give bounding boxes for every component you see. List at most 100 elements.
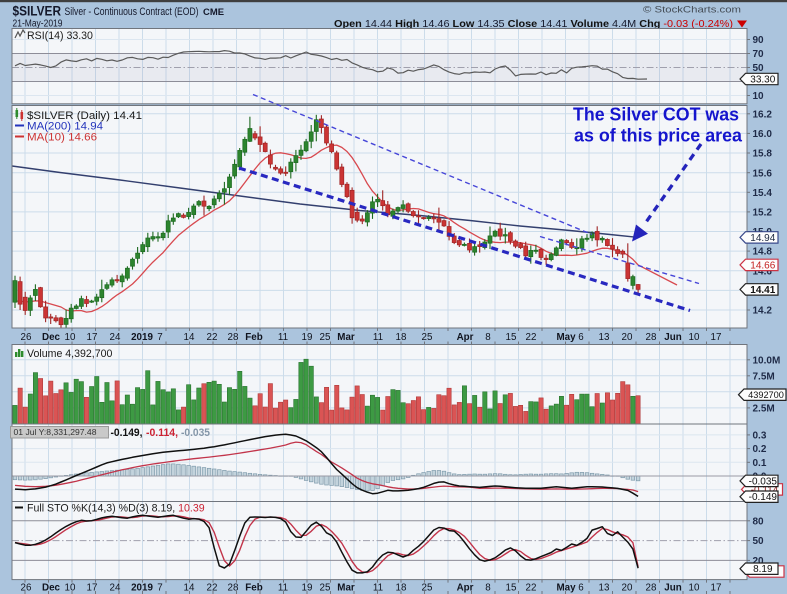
svg-text:Full STO %K(14,3) %D(3) 8.19,: Full STO %K(14,3) %D(3) 8.19, 10.39	[27, 503, 205, 515]
svg-text:as of this price area: as of this price area	[574, 126, 743, 146]
svg-text:-0.149,: -0.149,	[111, 427, 143, 439]
svg-text:25: 25	[422, 332, 433, 343]
svg-text:70: 70	[753, 49, 765, 60]
svg-text:50: 50	[753, 63, 765, 74]
svg-text:-0.149: -0.149	[749, 492, 778, 503]
svg-text:90: 90	[753, 35, 765, 46]
svg-text:Volume 4,392,700: Volume 4,392,700	[27, 348, 113, 360]
svg-text:01 Jul Y:8,331,297.48: 01 Jul Y:8,331,297.48	[14, 427, 97, 437]
svg-text:2019: 2019	[131, 583, 153, 594]
svg-text:Open 14.44 High 14.46 Low 14.3: Open 14.44 High 14.46 Low 14.35 Close 14…	[334, 19, 733, 30]
svg-text:14: 14	[184, 332, 195, 343]
svg-text:22: 22	[526, 583, 537, 594]
svg-text:33.30: 33.30	[750, 75, 775, 86]
svg-text:Jun: Jun	[664, 583, 681, 594]
svg-text:7: 7	[157, 583, 162, 594]
svg-text:0.1: 0.1	[753, 458, 767, 469]
svg-text:11: 11	[373, 583, 383, 594]
svg-text:MA(200) 14.94: MA(200) 14.94	[27, 121, 103, 133]
svg-text:25: 25	[320, 332, 331, 343]
svg-text:15.8: 15.8	[753, 149, 773, 160]
svg-text:20: 20	[622, 332, 633, 343]
svg-text:14.94: 14.94	[750, 233, 775, 244]
svg-text:11: 11	[373, 332, 383, 343]
svg-text:15.2: 15.2	[753, 208, 773, 219]
svg-text:18: 18	[396, 332, 407, 343]
svg-text:Jun: Jun	[664, 332, 681, 343]
svg-text:17: 17	[711, 332, 722, 343]
svg-text:26: 26	[21, 583, 32, 594]
svg-text:© StockCharts.com: © StockCharts.com	[643, 5, 741, 16]
svg-text:22: 22	[207, 332, 218, 343]
svg-text:11: 11	[278, 583, 288, 594]
svg-text:Dec: Dec	[42, 583, 61, 594]
svg-text:10: 10	[65, 583, 76, 594]
svg-text:Apr: Apr	[457, 332, 474, 343]
svg-text:15: 15	[506, 583, 517, 594]
svg-text:28: 28	[646, 583, 657, 594]
svg-text:18: 18	[396, 583, 407, 594]
svg-text:14.2: 14.2	[753, 306, 773, 317]
svg-text:14.8: 14.8	[753, 247, 773, 258]
svg-text:25: 25	[320, 583, 331, 594]
svg-text:-0.035: -0.035	[749, 476, 778, 487]
svg-text:16.2: 16.2	[753, 109, 773, 120]
svg-text:20: 20	[622, 583, 633, 594]
svg-text:-0.114,: -0.114,	[146, 427, 178, 439]
svg-text:$SILVER (Daily) 14.41: $SILVER (Daily) 14.41	[27, 110, 142, 122]
svg-text:-0.035: -0.035	[181, 427, 210, 439]
svg-text:0.2: 0.2	[753, 444, 767, 455]
svg-text:14: 14	[184, 583, 195, 594]
svg-text:10: 10	[65, 332, 76, 343]
svg-text:May: May	[556, 332, 576, 343]
svg-text:16.0: 16.0	[753, 129, 773, 140]
svg-text:7: 7	[157, 332, 162, 343]
svg-text:7.5M: 7.5M	[753, 371, 775, 382]
svg-text:6: 6	[578, 583, 584, 594]
svg-text:15.4: 15.4	[753, 188, 773, 199]
svg-text:8: 8	[485, 583, 491, 594]
svg-text:11: 11	[278, 332, 288, 343]
svg-text:10: 10	[689, 332, 700, 343]
svg-text:10: 10	[753, 91, 765, 102]
svg-text:14.41: 14.41	[750, 285, 775, 296]
svg-text:17: 17	[87, 332, 98, 343]
svg-text:17: 17	[711, 583, 722, 594]
svg-text:13: 13	[599, 332, 610, 343]
svg-text:19: 19	[302, 583, 313, 594]
svg-text:80: 80	[753, 516, 765, 527]
svg-text:50: 50	[753, 536, 765, 547]
svg-text:Feb: Feb	[245, 583, 262, 594]
svg-text:CME: CME	[203, 7, 224, 17]
svg-text:10: 10	[689, 583, 700, 594]
svg-text:17: 17	[87, 583, 98, 594]
svg-text:22: 22	[526, 332, 537, 343]
svg-text:13: 13	[599, 583, 610, 594]
svg-text:6: 6	[578, 332, 584, 343]
svg-text:28: 28	[228, 583, 239, 594]
svg-text:8: 8	[485, 332, 491, 343]
svg-text:14.66: 14.66	[750, 260, 775, 271]
svg-text:8.19: 8.19	[753, 564, 773, 575]
svg-text:24: 24	[110, 332, 121, 343]
svg-text:22: 22	[207, 583, 218, 594]
svg-text:25: 25	[422, 583, 433, 594]
svg-text:28: 28	[228, 332, 239, 343]
svg-text:2.5M: 2.5M	[753, 404, 775, 415]
svg-text:4392700: 4392700	[748, 390, 784, 400]
svg-text:28: 28	[646, 332, 657, 343]
svg-text:$SILVER: $SILVER	[13, 4, 62, 19]
svg-text:Feb: Feb	[245, 332, 262, 343]
svg-text:20: 20	[753, 556, 765, 567]
svg-text:19: 19	[302, 332, 313, 343]
svg-text:0.3: 0.3	[753, 431, 767, 442]
svg-text:RSI(14) 33.30: RSI(14) 33.30	[27, 30, 93, 42]
svg-text:14.6: 14.6	[753, 266, 773, 277]
svg-text:The Silver COT was: The Silver COT was	[573, 105, 739, 125]
svg-text:May: May	[556, 583, 576, 594]
svg-text:Dec: Dec	[42, 332, 61, 343]
svg-text:Mar: Mar	[337, 332, 355, 343]
svg-text:24: 24	[110, 583, 121, 594]
svg-text:Silver - Continuous Contract (: Silver - Continuous Contract (EOD)	[65, 6, 199, 18]
svg-text:10.0M: 10.0M	[753, 355, 781, 366]
